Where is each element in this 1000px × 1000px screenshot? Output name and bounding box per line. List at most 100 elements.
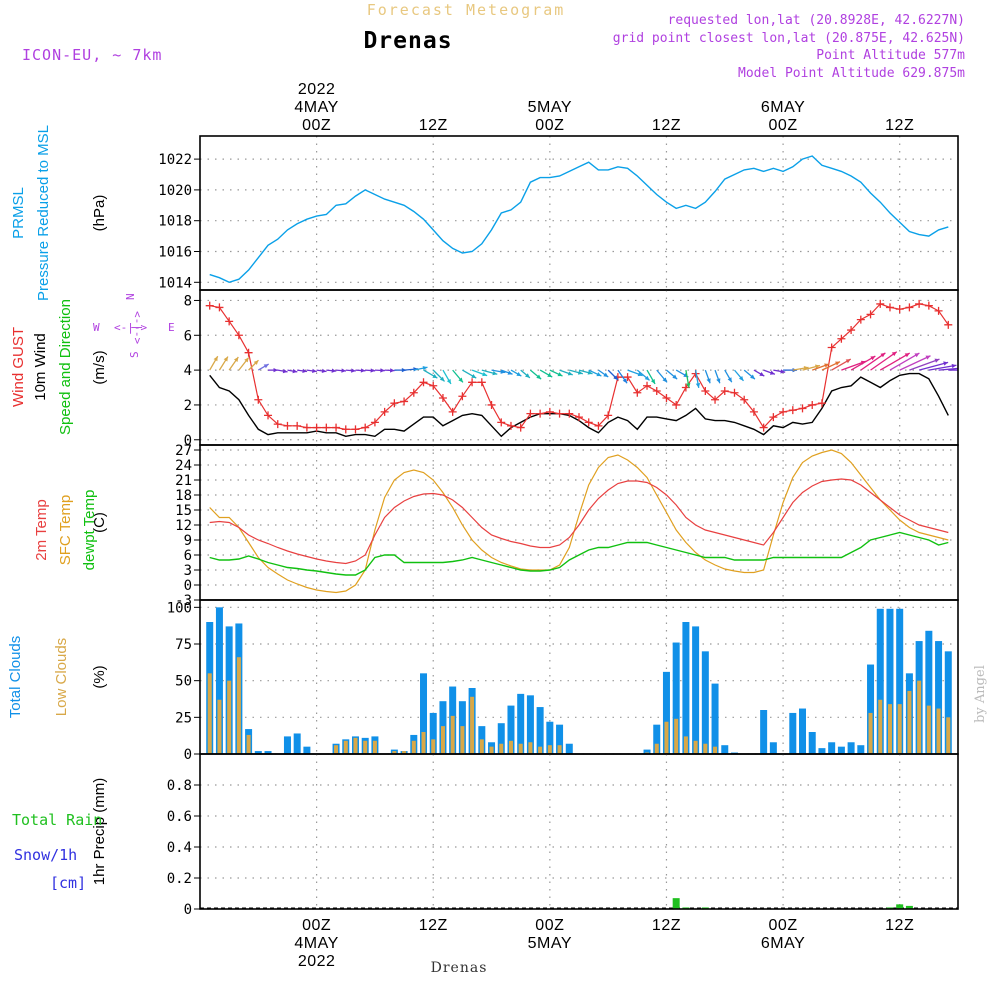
wind-gust-marker — [876, 299, 885, 308]
wind-gust-marker — [652, 387, 661, 396]
wind-direction-arrow — [549, 369, 563, 377]
low-cloud-bar — [693, 740, 698, 754]
chart-title: Drenas — [363, 28, 452, 54]
wind-gust-marker — [672, 400, 681, 409]
wind-gust-marker — [526, 409, 535, 418]
total-cloud-bar — [420, 673, 428, 754]
temperature-ytick-label: 27 — [175, 443, 192, 459]
bottom-time-label: 5MAY — [528, 935, 572, 952]
wind-direction-arrow — [870, 351, 898, 371]
wind-direction-arrow — [753, 369, 765, 377]
rain-bar — [905, 905, 913, 909]
low-cloud-bar — [936, 708, 941, 754]
wind-direction-arrow — [268, 367, 279, 373]
low-cloud-bar — [470, 696, 475, 754]
wind-gust-marker — [506, 421, 515, 430]
clouds-ytick-label: 50 — [175, 674, 192, 690]
wind-gust-marker — [390, 399, 399, 408]
wind-gust-marker — [837, 334, 846, 343]
wind-direction-arrow — [694, 369, 701, 388]
wind-direction-arrow — [510, 369, 522, 377]
low-cloud-bar — [547, 745, 552, 754]
total-cloud-bar — [283, 736, 291, 754]
wind-gust-marker — [856, 315, 865, 324]
wind-direction-arrow — [335, 368, 347, 373]
wind-direction-arrow — [733, 369, 744, 382]
wind-direction-arrow — [636, 369, 650, 381]
label-snow-unit: [cm] — [50, 874, 86, 892]
temperature-ytick-label: 9 — [184, 533, 192, 549]
low-cloud-bar — [868, 712, 873, 754]
total-cloud-bar — [818, 748, 826, 754]
sfc-temp-line — [209, 449, 949, 594]
panel-side-labels: PRMSL Pressure Reduced to MSL Wind GUST 10m… — [7, 125, 102, 892]
wind-direction-arrow — [209, 355, 219, 371]
temperature-ytick-label: 6 — [184, 548, 192, 564]
total-cloud-bar — [847, 742, 855, 754]
total-cloud-bar — [215, 607, 223, 754]
wind-gust-marker — [788, 406, 797, 415]
temp-2m-line — [209, 478, 949, 565]
clouds-ytick-label: 25 — [175, 710, 192, 726]
label-snow: Snow/1h — [14, 846, 77, 864]
top-time-label: 00Z — [535, 117, 564, 134]
clouds-ytick-label: 0 — [184, 747, 192, 763]
total-cloud-bar — [662, 671, 670, 754]
temperature-ytick-label: -3 — [175, 593, 192, 609]
label-prmsl: PRMSL — [10, 187, 27, 239]
precip-ytick-label: 0 — [184, 902, 192, 918]
wind-gust-marker — [332, 423, 341, 432]
wind-direction-arrow — [520, 369, 531, 379]
model-label: ICON-EU, ~ 7km — [22, 46, 162, 64]
rain-bar — [672, 898, 680, 909]
clouds-ytick-label: 100 — [167, 600, 192, 616]
low-cloud-bar — [489, 746, 494, 754]
total-cloud-bar — [692, 626, 700, 754]
wind-gust-marker — [565, 409, 574, 418]
label-speed-direction: Speed and Direction — [57, 299, 74, 435]
wind-direction-arrow — [355, 368, 366, 373]
total-cloud-bar — [867, 664, 875, 754]
pressure-line — [209, 155, 949, 284]
pressure-ytick-label: 1020 — [158, 183, 192, 199]
low-cloud-bar — [217, 699, 222, 754]
wind-gust-marker — [302, 423, 311, 432]
total-cloud-bar — [711, 683, 719, 754]
wind-gust-marker — [633, 388, 642, 397]
dewpt-temp-line — [209, 531, 949, 576]
precip-ytick-label: 0.4 — [167, 840, 192, 856]
total-cloud-bar — [429, 712, 437, 754]
wind-direction-arrow — [539, 369, 553, 378]
label-wind-gust: Wind GUST — [10, 327, 27, 407]
wind-direction-arrow — [423, 369, 438, 379]
wind-gust-marker — [438, 393, 447, 402]
precip-ytick-label: 0.8 — [167, 778, 192, 794]
total-cloud-bar — [536, 707, 544, 754]
low-cloud-bar — [479, 739, 484, 754]
total-cloud-bar — [672, 642, 680, 754]
total-cloud-bar — [303, 746, 311, 754]
low-cloud-bar — [713, 746, 718, 754]
wind-gust-marker — [273, 420, 282, 429]
pressure-ytick-label: 1022 — [158, 152, 192, 168]
wind-gust-marker — [827, 343, 836, 352]
wind-gust-marker — [711, 395, 720, 404]
total-cloud-bar — [876, 608, 884, 754]
wind-gust-marker — [934, 306, 943, 315]
chart-subtitle: Forecast Meteogram — [367, 1, 566, 19]
low-cloud-bar — [557, 745, 562, 754]
wind-direction-arrow — [656, 369, 668, 383]
wind-direction-arrow — [666, 369, 678, 380]
wind-frame — [199, 289, 959, 446]
wind-gust-marker — [575, 413, 583, 422]
low-cloud-bar — [897, 704, 902, 754]
wind-direction-arrow — [432, 369, 446, 382]
wind-direction-arrow — [413, 366, 428, 371]
label-total-clouds: Total Clouds — [7, 636, 24, 719]
wind-gust-marker — [341, 425, 350, 434]
wind-direction-arrow — [918, 361, 949, 371]
top-time-label: 4MAY — [294, 99, 338, 116]
low-cloud-bar — [907, 690, 912, 754]
wind-direction-arrow — [277, 368, 288, 374]
low-cloud-bar — [372, 740, 377, 754]
